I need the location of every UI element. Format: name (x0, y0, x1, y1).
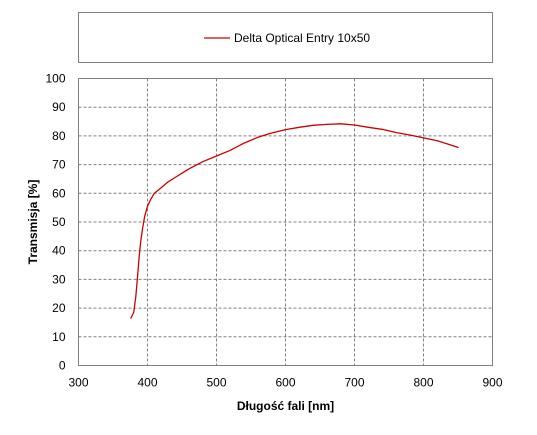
y-tick-label: 30 (52, 272, 66, 286)
y-axis-title: Transmisja [%] (26, 180, 40, 265)
y-tick-label: 40 (52, 244, 66, 258)
y-tick-label: 90 (52, 100, 66, 114)
y-tick-label: 80 (52, 129, 66, 143)
x-tick-label: 700 (344, 376, 364, 390)
x-tick-label: 900 (482, 376, 502, 390)
x-tick-label: 400 (137, 376, 157, 390)
x-tick-label: 500 (206, 376, 226, 390)
grid (78, 78, 493, 366)
x-tick-label: 600 (275, 376, 295, 390)
series-line (130, 123, 459, 319)
x-tick-label: 800 (413, 376, 433, 390)
y-axis-ticks: 0 10 20 30 40 50 60 70 80 90 100 (45, 72, 65, 373)
y-tick-label: 70 (52, 158, 66, 172)
y-tick-label: 0 (59, 359, 66, 373)
legend-box (78, 12, 493, 63)
y-tick-label: 50 (52, 215, 66, 229)
legend-label: Delta Optical Entry 10x50 (234, 31, 370, 45)
y-tick-label: 60 (52, 186, 66, 200)
x-tick-label: 300 (68, 376, 88, 390)
y-tick-label: 20 (52, 301, 66, 315)
y-tick-label: 10 (52, 330, 66, 344)
x-axis-title: Długość fali [nm] (237, 399, 334, 413)
series-layer (130, 123, 459, 319)
y-tick-label: 100 (45, 72, 65, 86)
x-axis-ticks: 300 400 500 600 700 800 900 (68, 376, 502, 390)
